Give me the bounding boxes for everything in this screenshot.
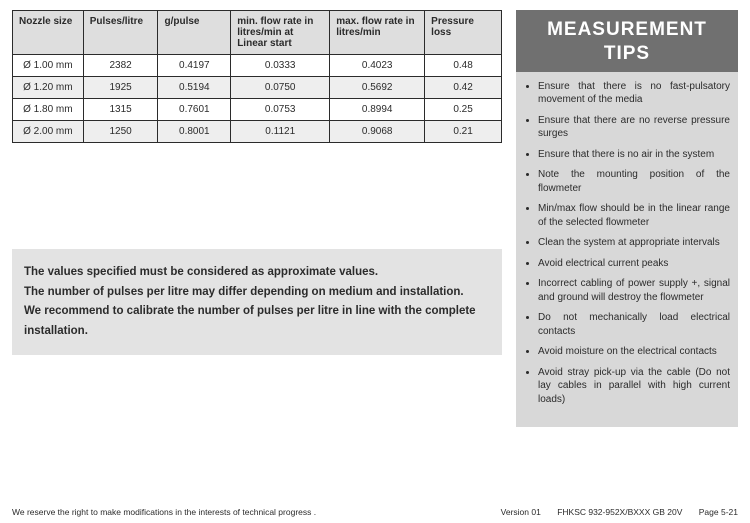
tip-item: Ensure that there are no reverse pressur… (538, 114, 730, 141)
footer-page: Page 5-21 (699, 507, 738, 517)
table-row: Ø 2.00 mm 1250 0.8001 0.1121 0.9068 0.21 (13, 121, 502, 143)
note-line: The values specified must be considered … (24, 263, 490, 283)
page-footer: We reserve the right to make modificatio… (12, 507, 738, 517)
footer-version: Version 01 (501, 507, 541, 517)
col-pressure-loss: Pressure loss (425, 11, 502, 55)
tip-item: Do not mechanically load electrical cont… (538, 311, 730, 338)
footer-doc-info: Version 01 FHKSC 932-952X/BXXX GB 20V Pa… (487, 507, 738, 517)
tip-item: Incorrect cabling of power supply +, sig… (538, 277, 730, 304)
tip-item: Avoid moisture on the electrical contact… (538, 345, 730, 359)
col-max-flow: max. flow rate in litres/min (330, 11, 425, 55)
nozzle-table: Nozzle size Pulses/litre g/pulse min. fl… (12, 10, 502, 143)
col-g-pulse: g/pulse (158, 11, 231, 55)
tip-item: Min/max flow should be in the linear ran… (538, 202, 730, 229)
tip-item: Ensure that there is no air in the syste… (538, 148, 730, 162)
tips-list: Ensure that there is no fast-pulsatory m… (516, 72, 738, 418)
measurement-tips-panel: MEASUREMENT TIPS Ensure that there is no… (516, 10, 738, 427)
table-body: Ø 1.00 mm 2382 0.4197 0.0333 0.4023 0.48… (13, 55, 502, 143)
tip-item: Avoid electrical current peaks (538, 257, 730, 271)
tip-item: Avoid stray pick-up via the cable (Do no… (538, 366, 730, 407)
tips-header: MEASUREMENT TIPS (516, 10, 738, 72)
tip-item: Clean the system at appropriate interval… (538, 236, 730, 250)
tip-item: Note the mounting position of the flowme… (538, 168, 730, 195)
col-pulses-litre: Pulses/litre (83, 11, 158, 55)
note-line: We recommend to calibrate the number of … (24, 302, 490, 341)
footer-disclaimer: We reserve the right to make modificatio… (12, 507, 316, 517)
tip-item: Ensure that there is no fast-pulsatory m… (538, 80, 730, 107)
footer-doc: FHKSC 932-952X/BXXX GB 20V (557, 507, 682, 517)
note-line: The number of pulses per litre may diffe… (24, 283, 490, 303)
table-row: Ø 1.80 mm 1315 0.7601 0.0753 0.8994 0.25 (13, 99, 502, 121)
table-row: Ø 1.20 mm 1925 0.5194 0.0750 0.5692 0.42 (13, 77, 502, 99)
col-nozzle-size: Nozzle size (13, 11, 84, 55)
note-box: The values specified must be considered … (12, 249, 502, 355)
col-min-flow: min. flow rate in litres/min at Linear s… (231, 11, 330, 55)
table-row: Ø 1.00 mm 2382 0.4197 0.0333 0.4023 0.48 (13, 55, 502, 77)
